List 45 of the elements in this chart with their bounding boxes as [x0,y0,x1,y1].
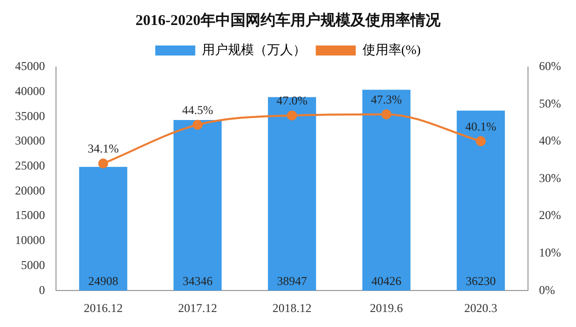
y2-tick-label: 20% [539,208,562,222]
point [381,109,392,120]
y2-tick-label: 10% [539,245,562,260]
chart-title: 2016-2020年中国网约车用户规模及使用率情况 [136,10,442,29]
y2-tick-label: 50% [539,96,562,110]
bar [362,90,410,291]
point [192,120,203,130]
point [287,110,297,120]
bar [268,97,316,291]
y-tick-label: 40000 [15,84,45,98]
legend-label: 用户规模（万人） [202,42,306,57]
y-tick-label: 0 [39,282,45,297]
y-tick-label: 20000 [15,183,45,198]
data-label: 40426 [371,274,402,288]
data-label: 40.1% [465,119,496,134]
y-tick-label: 10000 [15,233,45,248]
bar [174,120,222,291]
x-tick-label: 2016.12 [84,300,123,315]
data-label: 36230 [466,274,496,288]
data-label: 47.0% [276,94,308,108]
x-tick-label: 2019.6 [370,300,403,315]
y2-tick-label: 40% [539,134,562,148]
data-label: 24908 [88,274,118,288]
legend-label: 使用率(%) [362,42,421,57]
y-tick-label: 25000 [15,158,45,173]
y-tick-label: 15000 [15,208,45,222]
data-label: 38947 [277,274,307,288]
data-label: 34346 [182,274,213,288]
y2-tick-label: 60% [539,59,562,74]
bar [456,110,505,291]
point [476,136,486,146]
x-tick-label: 2020.3 [464,300,498,315]
x-tick-label: 2017.12 [178,300,218,315]
point [98,158,108,169]
data-label: 44.5% [182,102,214,117]
y-tick-label: 5000 [21,258,45,272]
y2-tick-label: 30% [539,170,562,185]
y-tick-label: 30000 [15,134,45,148]
data-label: 47.3% [370,92,402,106]
bar [79,166,128,291]
x-tick-label: 2018.12 [272,300,312,315]
data-label: 34.1% [88,142,119,156]
y-tick-label: 45000 [15,59,45,74]
y2-tick-label: 0% [539,282,556,297]
y-tick-label: 35000 [15,108,45,123]
